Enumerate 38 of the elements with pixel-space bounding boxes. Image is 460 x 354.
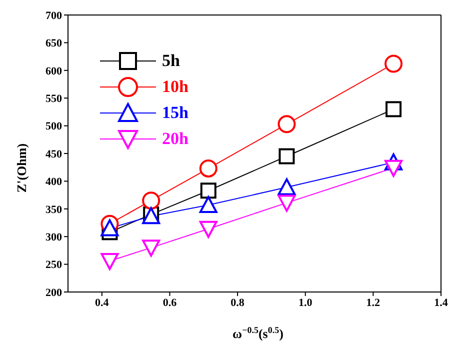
y-tick-label: 550 [46, 93, 62, 106]
x-axis-title: ω$^{−0.5}$(s$^{0.5}$) [232, 325, 284, 341]
y-tick-label: 600 [46, 65, 62, 78]
y-tick-label: 200 [46, 286, 62, 299]
legend-label: 15h [162, 103, 188, 123]
point [100, 219, 119, 236]
y-axis-title: Z'(Ohm) [14, 143, 29, 193]
x-tick-label: 1.0 [298, 296, 313, 309]
y-tick-label: 400 [46, 176, 62, 188]
legend-label: 20h [162, 129, 188, 149]
x-tick-label: 0.6 [162, 296, 178, 309]
point [199, 159, 218, 178]
point [386, 101, 402, 118]
point [100, 252, 119, 270]
y-tick-label: 350 [46, 204, 62, 216]
point [199, 196, 218, 214]
x-tick-label: 1.4 [434, 296, 448, 309]
y-tick-label: 300 [46, 232, 62, 244]
point [142, 240, 160, 257]
point [200, 182, 216, 199]
y-tick-label: 500 [46, 120, 62, 133]
x-tick-label: 0.4 [95, 296, 110, 309]
legend-label: 10h [162, 77, 188, 97]
point [199, 220, 218, 238]
legend-label: 5h [162, 51, 180, 71]
point [384, 160, 403, 177]
point [384, 54, 403, 73]
y-tick-label: 450 [46, 148, 62, 160]
point [278, 178, 296, 196]
point [142, 192, 160, 210]
x-tick-label: 1.2 [366, 296, 381, 309]
x-tick-label: 0.8 [230, 296, 245, 309]
y-tick-label: 650 [46, 38, 62, 50]
point [278, 115, 296, 134]
point [278, 148, 295, 164]
y-tick-label: 250 [46, 259, 62, 272]
point [278, 194, 296, 212]
y-tick-label: 700 [46, 10, 62, 22]
